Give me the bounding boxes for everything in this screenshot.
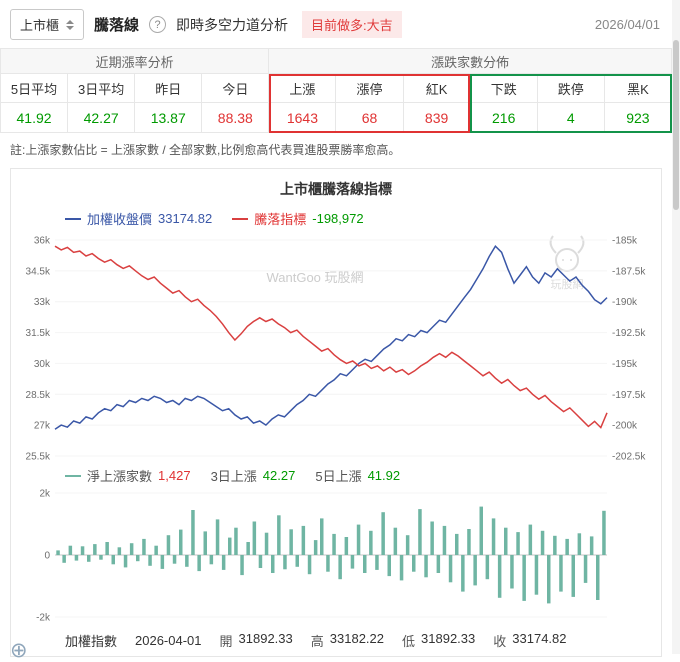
svg-text:25.5k: 25.5k [26, 452, 51, 463]
legend-3d-label: 3日上漲 [210, 469, 257, 484]
svg-text:-202.5k: -202.5k [612, 452, 646, 463]
page-scrollbar [672, 0, 680, 654]
scrollbar-thumb[interactable] [673, 40, 679, 210]
date-label: 2026/04/01 [594, 17, 660, 32]
col-header-black-k: 黑K [603, 73, 673, 103]
col-header-limit-up: 漲停 [335, 73, 404, 103]
close-pair: 收 33174.82 [493, 631, 566, 650]
svg-text:27k: 27k [34, 421, 51, 432]
legend-5d-value: 41.92 [367, 468, 401, 483]
high-label: 高 [310, 634, 324, 649]
legend-net-advancers-label: 淨上漲家數 [87, 469, 153, 484]
footer-date: 2026-04-01 [135, 633, 202, 648]
value-3d-avg: 42.27 [67, 102, 136, 133]
high-value: 33182.22 [329, 631, 385, 646]
legend-ad-line: 騰落指標 -198,972 [232, 209, 364, 228]
analysis-link[interactable]: 即時多空力道分析 [176, 16, 289, 33]
bull-logo-text: 玩股網 [551, 277, 584, 291]
legend-index-close: 加權收盤價 33174.82 [65, 209, 212, 228]
group-header-distribution: 漲跌家數分佈 [268, 48, 672, 74]
svg-text:34.5k: 34.5k [26, 266, 51, 277]
svg-text:-187.5k: -187.5k [612, 266, 646, 277]
svg-text:33k: 33k [34, 297, 51, 308]
legend-ad-value: -198,972 [312, 211, 364, 226]
advance-decline-line-chart[interactable]: WantGoo 玩股網 玩股網 36k -185k 34.5k -187.5k 33k -… [15, 230, 647, 466]
wantgoo-watermark: WantGoo 玩股網 [266, 270, 363, 285]
footnote: 註:上漲家數佔比 = 上漲家數 / 全部家數,比例愈高代表買進股票勝率愈高。 [10, 143, 401, 157]
col-header-5d-avg: 5日平均 [0, 73, 69, 103]
value-advancers: 1643 [268, 102, 337, 133]
svg-text:-197.5k: -197.5k [612, 390, 646, 401]
legend-net-advancers-value: 1,427 [158, 468, 191, 483]
col-header-red-k: 紅K [402, 73, 471, 103]
close-value: 33174.82 [512, 631, 567, 646]
market-selector-dropdown[interactable]: 上市櫃 [10, 9, 85, 40]
net-advance-bar-chart[interactable]: 2k 0 -2k [15, 487, 647, 625]
legend-index-label: 加權收盤價 [87, 212, 153, 227]
low-label: 低 [402, 634, 416, 649]
col-header-decliners: 下跌 [469, 73, 538, 103]
signal-badge: 目前做多:大吉 [302, 11, 402, 38]
zoom-in-icon[interactable]: ⊕ [10, 639, 28, 662]
main-chart-legend: 加權收盤價 33174.82 騰落指標 -198,972 [15, 209, 657, 228]
open-pair: 開 31892.33 [220, 631, 293, 650]
svg-text:2k: 2k [39, 489, 51, 500]
svg-text:-190k: -190k [612, 297, 638, 308]
value-5d-avg: 41.92 [0, 102, 69, 133]
close-label: 收 [493, 634, 507, 649]
low-pair: 低 31892.33 [402, 631, 475, 650]
index-name: 加權指數 [65, 634, 118, 649]
svg-text:36k: 36k [34, 236, 51, 247]
chart-title: 上市櫃騰落線指標 [280, 181, 392, 197]
ohlc-footer: 加權指數 2026-04-01 開 31892.33 高 33182.22 低 … [15, 625, 657, 652]
svg-text:-185k: -185k [612, 236, 638, 247]
legend-5d-rise: 5日上漲 41.92 [315, 466, 400, 485]
low-value: 31892.33 [421, 631, 476, 646]
bull-logo-watermark [549, 235, 585, 272]
open-label: 開 [219, 634, 233, 649]
legend-net-advancers: 淨上漲家數 1,427 [65, 466, 191, 485]
col-header-yesterday: 昨日 [134, 73, 203, 103]
col-header-limit-down: 跌停 [536, 73, 605, 103]
help-icon[interactable]: ? [149, 16, 167, 33]
value-today: 88.38 [201, 102, 270, 133]
col-header-advancers: 上漲 [268, 73, 337, 103]
page-title: 騰落線 [94, 17, 140, 34]
high-pair: 高 33182.22 [311, 631, 384, 650]
chart-panel: 上市櫃騰落線指標 加權收盤價 33174.82 騰落指標 -198,972 Wa… [10, 168, 662, 657]
value-yesterday: 13.87 [134, 102, 203, 133]
svg-text:30k: 30k [34, 359, 51, 370]
legend-5d-label: 5日上漲 [315, 469, 362, 484]
value-decliners: 216 [469, 102, 538, 133]
value-limit-up: 68 [335, 102, 404, 133]
svg-text:-192.5k: -192.5k [612, 328, 646, 339]
value-red-k: 839 [402, 102, 471, 133]
legend-index-value: 33174.82 [158, 211, 213, 226]
net-advancers-marker [65, 474, 81, 477]
value-black-k: 923 [603, 102, 673, 133]
sort-arrows-icon [66, 19, 75, 30]
svg-text:0: 0 [44, 551, 50, 562]
svg-text:-200k: -200k [612, 421, 638, 432]
open-value: 31892.33 [238, 631, 293, 646]
top-bar: 上市櫃 騰落線 ? 即時多空力道分析 目前做多:大吉 2026/04/01 [0, 0, 672, 48]
group-header-rise-rate: 近期漲率分析 [0, 48, 270, 74]
svg-text:28.5k: 28.5k [26, 390, 51, 401]
svg-text:31.5k: 31.5k [26, 328, 51, 339]
index-line-marker [65, 217, 81, 220]
col-header-3d-avg: 3日平均 [67, 73, 136, 103]
market-selector-label: 上市櫃 [20, 18, 60, 33]
col-header-today: 今日 [201, 73, 270, 103]
summary-table: 近期漲率分析 漲跌家數分佈 5日平均 3日平均 昨日 今日 上漲 漲停 紅K 下… [0, 48, 673, 133]
ad-line-marker [232, 217, 249, 220]
bar-chart-legend: 淨上漲家數 1,427 3日上漲 42.27 5日上漲 41.92 [15, 466, 657, 485]
legend-3d-rise: 3日上漲 42.27 [211, 466, 296, 485]
svg-text:-195k: -195k [612, 359, 638, 370]
legend-3d-value: 42.27 [262, 468, 296, 483]
value-limit-down: 4 [536, 102, 605, 133]
legend-ad-label: 騰落指標 [254, 212, 307, 227]
svg-text:-2k: -2k [36, 613, 51, 624]
